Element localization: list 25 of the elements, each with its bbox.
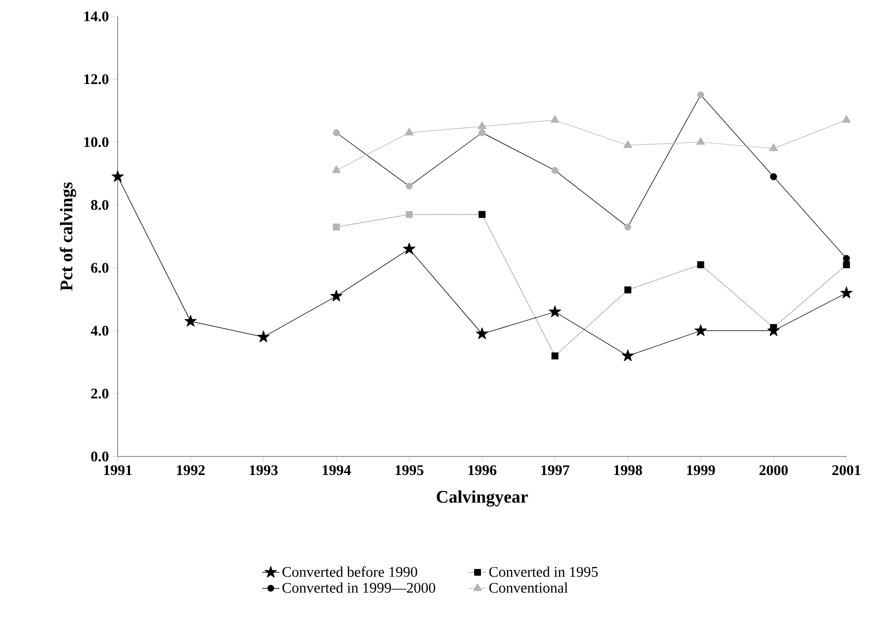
x-tick-label: 1991	[104, 465, 132, 475]
y-tick-label: 8.0	[91, 200, 108, 210]
x-tick-label: 1996	[468, 465, 496, 475]
x-axis-title: Calvingyear	[436, 490, 528, 506]
x-tick-label: 1998	[614, 465, 642, 475]
x-tick-label: 1995	[396, 465, 424, 475]
y-axis-title: Pct of calvings	[60, 182, 76, 290]
x-tick-label: 1992	[177, 465, 205, 475]
x-tick-label: 1994	[322, 465, 351, 475]
x-tick-label: 2001	[832, 465, 860, 475]
y-tick-label: 2.0	[91, 388, 108, 398]
legend-label: Converted before 1990	[282, 566, 418, 577]
x-tick-label: 1993	[250, 465, 278, 475]
legend-label: Converted in 1995	[489, 566, 598, 577]
legend-label: Conventional	[489, 582, 568, 593]
legend-label: Converted in 1999—2000	[282, 582, 436, 593]
y-tick-label: 12.0	[84, 74, 108, 84]
x-tick-label: 1997	[541, 465, 570, 475]
x-tick-label: 1999	[687, 465, 715, 475]
y-tick-label: 10.0	[84, 136, 108, 147]
y-tick-label: 4.0	[90, 326, 108, 336]
y-tick-label: 0.0	[91, 451, 108, 462]
y-tick-label: 6.0	[91, 262, 108, 273]
x-tick-label: 2000	[759, 465, 788, 475]
y-tick-label: 14.0	[84, 11, 108, 22]
